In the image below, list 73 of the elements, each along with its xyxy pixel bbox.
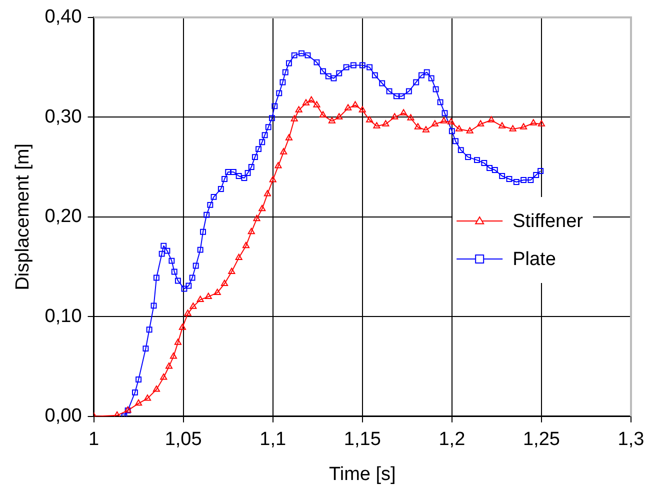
point — [258, 204, 266, 212]
point — [344, 104, 352, 110]
point — [414, 123, 422, 130]
point — [530, 119, 537, 126]
point — [352, 101, 359, 108]
point — [366, 116, 374, 122]
y-tick-label: 0,30 — [44, 106, 82, 128]
point — [407, 114, 414, 120]
point — [178, 324, 186, 330]
point — [160, 374, 168, 380]
point — [269, 176, 276, 182]
point — [204, 292, 212, 299]
point — [520, 123, 528, 130]
x-tick-label: 1,2 — [438, 429, 466, 450]
point — [466, 127, 474, 134]
point — [509, 125, 516, 132]
point — [248, 228, 255, 234]
point — [184, 310, 192, 316]
point — [165, 362, 173, 369]
point — [170, 352, 177, 359]
point — [448, 118, 455, 124]
x-tick-label: 1 — [88, 429, 100, 450]
y-axis-title: Displacement [m] — [12, 144, 34, 290]
x-tick-label: 1,05 — [164, 429, 202, 450]
point — [174, 338, 182, 345]
point — [135, 399, 142, 406]
point — [220, 280, 228, 286]
point — [290, 115, 298, 122]
point — [488, 116, 495, 122]
point — [382, 120, 390, 126]
point — [196, 296, 204, 302]
point — [144, 394, 152, 401]
point — [538, 120, 545, 126]
point — [336, 113, 343, 120]
point — [313, 101, 320, 108]
point — [274, 162, 282, 168]
x-axis-title: Time [s] — [328, 464, 396, 485]
point — [391, 113, 398, 120]
point — [253, 214, 260, 222]
point — [328, 117, 336, 124]
point — [190, 302, 197, 309]
x-tick-label: 1,15 — [344, 429, 381, 450]
y-tick-label: 0,20 — [44, 206, 82, 228]
point — [440, 117, 448, 124]
point — [456, 125, 463, 132]
point — [373, 122, 380, 128]
point — [242, 242, 250, 248]
point — [400, 109, 408, 116]
point — [235, 254, 242, 260]
point — [431, 120, 438, 126]
point — [302, 99, 310, 106]
y-tick-label: 0,00 — [44, 406, 82, 427]
x-tick-label: 1,25 — [522, 429, 560, 450]
point — [295, 106, 302, 112]
point — [285, 134, 292, 140]
point — [477, 120, 484, 126]
point — [280, 148, 288, 154]
y-tick-label: 0,10 — [44, 306, 82, 327]
point — [264, 190, 272, 196]
point — [422, 126, 430, 132]
point — [498, 122, 506, 128]
y-tick-label: 0,40 — [44, 6, 82, 28]
x-tick-label: 1,1 — [260, 429, 286, 450]
point — [114, 411, 121, 416]
point — [358, 106, 366, 112]
legend-label: Plate — [512, 249, 556, 270]
point — [228, 268, 236, 274]
point — [214, 288, 221, 295]
point — [319, 111, 327, 118]
point — [308, 96, 315, 102]
point — [152, 385, 160, 392]
x-tick-label: 1,3 — [618, 429, 644, 450]
legend-label: Stiffener — [512, 211, 584, 232]
